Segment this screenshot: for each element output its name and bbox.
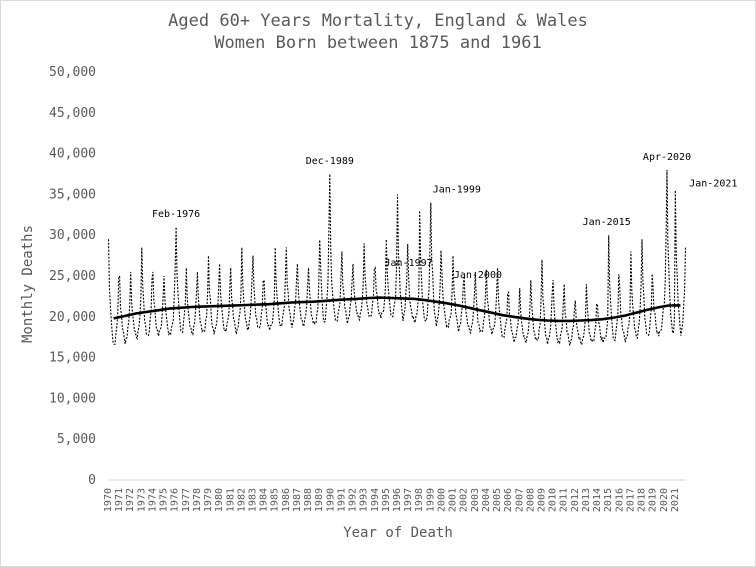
x-tick-label: 1982 bbox=[236, 488, 247, 512]
y-tick-label: 10,000 bbox=[49, 391, 96, 406]
x-tick-label: 2012 bbox=[570, 488, 581, 512]
x-tick-label: 1999 bbox=[425, 488, 436, 512]
x-tick-label: 1973 bbox=[136, 488, 147, 512]
x-tick-label: 2002 bbox=[459, 488, 470, 512]
peak-label: Jan-2000 bbox=[454, 270, 502, 281]
x-tick-label: 1997 bbox=[403, 488, 414, 512]
x-tick-label: 2019 bbox=[648, 488, 659, 512]
x-tick-label: 2008 bbox=[525, 488, 536, 512]
monthly-deaths-line bbox=[107, 169, 687, 347]
x-tick-label: 1990 bbox=[325, 488, 336, 512]
x-tick-label: 2015 bbox=[603, 488, 614, 512]
y-tick-label: 35,000 bbox=[49, 187, 96, 202]
y-tick-label: 5,000 bbox=[57, 432, 96, 447]
peak-label: Jan-1997 bbox=[384, 258, 432, 269]
peak-annotations: Feb-1976 Dec-1989 Jan-1997 Jan-1999 Jan-2000… bbox=[152, 152, 737, 281]
x-tick-label: 1991 bbox=[336, 488, 347, 512]
peak-label: Jan-2021 bbox=[689, 178, 737, 189]
x-tick-label: 2021 bbox=[670, 488, 681, 512]
x-tick-label: 1984 bbox=[259, 488, 270, 512]
x-tick-label: 1983 bbox=[248, 488, 259, 512]
peak-label: Jan-1999 bbox=[433, 185, 481, 196]
x-tick-label: 1989 bbox=[314, 488, 325, 512]
peak-label: Jan-2015 bbox=[583, 217, 631, 228]
x-tick-label: 1993 bbox=[359, 488, 370, 512]
x-tick-label: 2011 bbox=[559, 488, 570, 512]
x-tick-label: 1988 bbox=[303, 488, 314, 512]
x-tick-label: 2006 bbox=[503, 488, 514, 512]
y-tick-label: 25,000 bbox=[49, 269, 96, 284]
peak-label: Dec-1989 bbox=[306, 156, 354, 167]
trend-line bbox=[113, 296, 681, 323]
x-axis-ticks: 1970 1971 1972 1973 1974 1975 1976 1977 1978 1979… bbox=[103, 488, 681, 512]
x-tick-label: 1971 bbox=[114, 488, 125, 512]
x-tick-label: 1974 bbox=[147, 488, 158, 512]
x-tick-label: 2017 bbox=[625, 488, 636, 512]
x-tick-label: 1976 bbox=[170, 488, 181, 512]
y-tick-label: 15,000 bbox=[49, 351, 96, 366]
x-tick-label: 1977 bbox=[181, 488, 192, 512]
y-tick-label: 40,000 bbox=[49, 147, 96, 162]
x-tick-label: 2003 bbox=[470, 488, 481, 512]
x-tick-label: 1994 bbox=[370, 488, 381, 512]
y-tick-label: 50,000 bbox=[49, 65, 96, 80]
y-axis-label: Monthly Deaths bbox=[20, 225, 36, 343]
chart-title-line-2: Women Born between 1875 and 1961 bbox=[214, 33, 542, 53]
y-tick-label: 0 bbox=[88, 473, 96, 488]
x-tick-label: 2009 bbox=[537, 488, 548, 512]
x-tick-label: 1978 bbox=[192, 488, 203, 512]
x-tick-label: 2007 bbox=[514, 488, 525, 512]
x-tick-label: 1992 bbox=[348, 488, 359, 512]
x-tick-label: 1975 bbox=[159, 488, 170, 512]
x-tick-label: 2016 bbox=[614, 488, 625, 512]
x-axis-label: Year of Death bbox=[343, 525, 453, 541]
x-tick-label: 1970 bbox=[103, 488, 114, 512]
x-tick-label: 2004 bbox=[481, 488, 492, 512]
x-tick-label: 2014 bbox=[592, 488, 603, 512]
peak-label: Feb-1976 bbox=[152, 209, 200, 220]
x-tick-label: 2001 bbox=[448, 488, 459, 512]
x-tick-label: 1981 bbox=[225, 488, 236, 512]
x-tick-label: 1985 bbox=[270, 488, 281, 512]
x-tick-label: 2020 bbox=[659, 488, 670, 512]
x-tick-label: 1972 bbox=[125, 488, 136, 512]
x-tick-label: 1996 bbox=[392, 488, 403, 512]
y-tick-label: 30,000 bbox=[49, 228, 96, 243]
x-tick-label: 1998 bbox=[414, 488, 425, 512]
x-tick-label: 2000 bbox=[436, 488, 447, 512]
x-tick-label: 2013 bbox=[581, 488, 592, 512]
x-tick-label: 2010 bbox=[548, 488, 559, 512]
y-tick-label: 45,000 bbox=[49, 106, 96, 121]
x-tick-label: 1987 bbox=[292, 488, 303, 512]
chart-title-line-1: Aged 60+ Years Mortality, England & Wale… bbox=[168, 11, 588, 31]
peak-label: Apr-2020 bbox=[643, 152, 691, 163]
x-tick-label: 2005 bbox=[492, 488, 503, 512]
y-tick-label: 20,000 bbox=[49, 310, 96, 325]
x-tick-label: 1986 bbox=[281, 488, 292, 512]
x-tick-label: 1995 bbox=[381, 488, 392, 512]
x-tick-label: 1980 bbox=[214, 488, 225, 512]
x-tick-label: 1979 bbox=[203, 488, 214, 512]
x-tick-label: 2018 bbox=[637, 488, 648, 512]
y-axis-ticks: 0 5,000 10,000 15,000 20,000 25,000 30,000 35,0… bbox=[49, 65, 96, 488]
